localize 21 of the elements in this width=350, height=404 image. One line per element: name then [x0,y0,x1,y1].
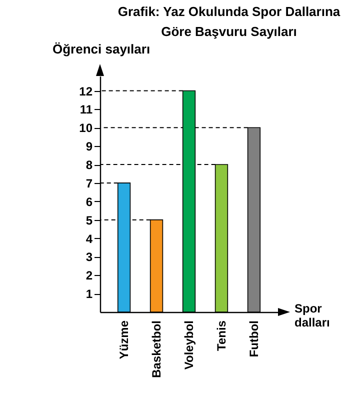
y-tick-label: 8 [86,158,93,172]
y-axis-title: Öğrenci sayıları [52,42,150,56]
text: Göre Başvuru Sayıları [161,24,297,39]
y-tick-label: 6 [86,194,93,209]
x-tick-label: Voleybol [182,320,196,370]
y-tick-label: 3 [86,250,93,264]
x-tick-label: Tenis [214,320,228,351]
y-tick-label: 1 [86,287,93,302]
x-tick-label: Yüzme [117,320,132,360]
y-tick-label: 10 [79,121,93,136]
x-axis-title: Spor dalları [294,302,330,330]
y-tick-label: 4 [86,232,93,246]
y-tick-label: 12 [79,84,93,98]
y-tick-label: 9 [86,140,93,154]
y-tick-label: 11 [80,102,93,117]
text: Grafik: Yaz Okulunda Spor Dallarına [118,4,340,19]
x-tick-label: Futbol [246,320,261,358]
y-tick-label: 7 [86,176,93,190]
x-tick-label: Basketbol [150,320,164,378]
y-tick-label: 5 [86,213,93,228]
y-tick-label: 2 [86,268,93,283]
